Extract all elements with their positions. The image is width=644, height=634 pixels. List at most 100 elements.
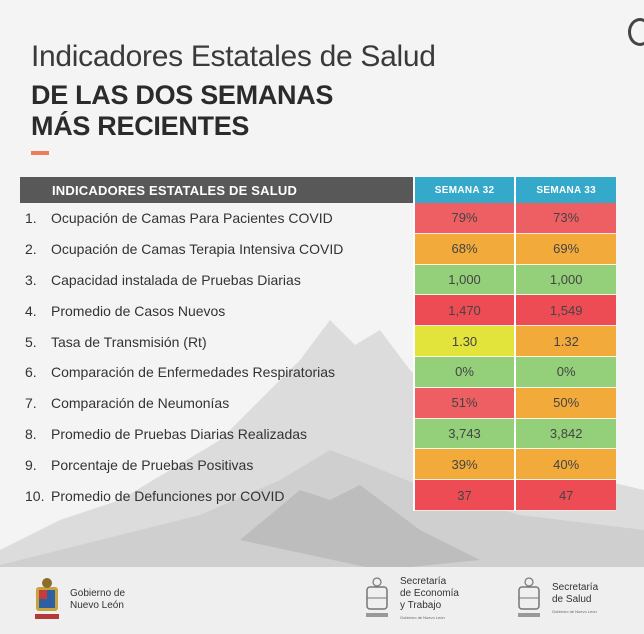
week-32-value: 37: [414, 480, 515, 511]
coat-of-arms-icon: [35, 578, 59, 619]
row-gap: [514, 203, 517, 234]
week-33-value: 50%: [516, 387, 617, 419]
row-gap: [514, 356, 517, 388]
week-32-value: 51%: [414, 387, 515, 419]
week-32-value: 79%: [414, 203, 515, 234]
table-row: 7. Comparación de Neumonías 51% 50%: [20, 387, 617, 419]
seal-icon: [518, 577, 540, 617]
logo2-small: Gobierno de Nuevo León: [400, 615, 445, 620]
row-gap: [412, 264, 415, 296]
row-number: 1.: [25, 210, 37, 227]
indicator-label: 6. Comparación de Enfermedades Respirator…: [20, 357, 413, 388]
week-33-value: 0%: [516, 356, 617, 388]
row-gap: [514, 449, 517, 481]
title-line-1: Indicadores Estatales de Salud: [31, 40, 436, 73]
row-number: 3.: [25, 271, 37, 288]
row-gap: [412, 480, 415, 511]
logo2-line2: de Economía: [400, 588, 459, 599]
logo3-small: Gobierno de Nuevo León: [552, 609, 597, 614]
week-33-value: 73%: [516, 203, 617, 234]
table-row: 6. Comparación de Enfermedades Respirator…: [20, 356, 617, 388]
row-number: 9.: [25, 456, 37, 473]
week-33-header: SEMANA 33: [516, 177, 616, 203]
week-32-value: 39%: [414, 449, 515, 481]
row-number: 4.: [25, 302, 37, 319]
logo2-line1: Secretaría: [400, 576, 447, 587]
row-gap: [514, 326, 517, 357]
logo3-line2: de Salud: [552, 594, 592, 605]
row-text: Promedio de Casos Nuevos: [51, 302, 226, 319]
table-row: 9. Porcentaje de Pruebas Positivas 39% 40%: [20, 449, 617, 481]
title-line-2-3: DE LAS DOS SEMANAS MÁS RECIENTES: [31, 80, 333, 142]
row-gap: [514, 418, 517, 450]
indicator-label: 8. Promedio de Pruebas Diarias Realizadas: [20, 419, 413, 450]
mountain-background: [0, 320, 644, 580]
row-gap: [412, 387, 415, 419]
row-gap: [412, 449, 415, 481]
week-32-value: 0%: [414, 356, 515, 388]
row-gap: [412, 326, 415, 357]
row-gap: [514, 295, 517, 327]
logo2-line3: y Trabajo: [400, 600, 442, 611]
seal-icon: [366, 577, 388, 617]
logo-economia: Secretaría de Economía y Trabajo Gobiern…: [362, 575, 459, 625]
week-33-value: 40%: [516, 449, 617, 481]
week-33-value: 1,549: [516, 295, 617, 327]
accent-bar: [31, 151, 49, 155]
title-line-3: MÁS RECIENTES: [31, 111, 250, 141]
row-gap: [412, 233, 415, 265]
row-text: Comparación de Neumonías: [51, 395, 230, 412]
indicator-label: 7. Comparación de Neumonías: [20, 388, 413, 419]
row-gap: [514, 233, 517, 265]
week-32-value: 1,000: [414, 264, 515, 296]
header-gap: [514, 177, 517, 203]
table-header: INDICADORES ESTATALES DE SALUD SEMANA 32…: [20, 177, 616, 203]
row-text: Capacidad instalada de Pruebas Diarias: [51, 271, 301, 288]
row-gap: [412, 418, 415, 450]
row-gap: [514, 387, 517, 419]
week-33-value: 1.32: [516, 326, 617, 357]
table-row: 3. Capacidad instalada de Pruebas Diarias…: [20, 264, 617, 296]
week-32-value: 68%: [414, 233, 515, 265]
table-row: 8. Promedio de Pruebas Diarias Realizadas…: [20, 418, 617, 450]
row-text: Ocupación de Camas Terapia Intensiva COV…: [51, 241, 344, 258]
row-gap: [412, 356, 415, 388]
row-gap: [514, 264, 517, 296]
row-number: 6.: [25, 364, 37, 381]
row-gap: [514, 480, 517, 511]
row-text: Porcentaje de Pruebas Positivas: [51, 456, 254, 473]
row-text: Comparación de Enfermedades Respiratoria…: [51, 364, 336, 381]
logo1-line2: Nuevo León: [70, 600, 124, 611]
logo-gobierno-nl: Gobierno de Nuevo León: [32, 577, 125, 623]
week-32-value: 3,743: [414, 418, 515, 450]
table-body: 1. Ocupación de Camas Para Pacientes COVI…: [20, 203, 617, 511]
header-gap: [412, 177, 415, 203]
week-33-value: 1,000: [516, 264, 617, 296]
indicator-label: 3. Capacidad instalada de Pruebas Diarias: [20, 265, 413, 296]
row-number: 2.: [25, 241, 37, 258]
week-33-value: 3,842: [516, 418, 617, 450]
title-line-2: DE LAS DOS SEMANAS: [31, 80, 334, 110]
indicator-label: 9. Porcentaje de Pruebas Positivas: [20, 449, 413, 480]
corner-decoration: [628, 18, 644, 46]
row-text: Promedio de Pruebas Diarias Realizadas: [51, 425, 308, 442]
table-row: 10. Promedio de Defunciones por COVID 37 47: [20, 480, 617, 511]
week-33-value: 47: [516, 480, 617, 511]
indicator-label: 2. Ocupación de Camas Terapia Intensiva C…: [20, 234, 413, 265]
table-row: 2. Ocupación de Camas Terapia Intensiva C…: [20, 233, 617, 265]
logo3-line1: Secretaría: [552, 582, 599, 593]
logo-salud: Secretaría de Salud Gobierno de Nuevo Le…: [514, 575, 598, 625]
row-number: 8.: [25, 425, 37, 442]
table-row: 4. Promedio de Casos Nuevos 1,470 1,549: [20, 295, 617, 327]
week-32-header: SEMANA 32: [414, 177, 515, 203]
week-33-value: 69%: [516, 233, 617, 265]
indicator-label: 5. Tasa de Transmisión (Rt): [20, 326, 413, 357]
table-row: 1. Ocupación de Camas Para Pacientes COVI…: [20, 203, 617, 234]
footer: Gobierno de Nuevo León Secretaría de Eco…: [0, 567, 644, 634]
indicators-table: INDICADORES ESTATALES DE SALUD SEMANA 32…: [20, 177, 617, 511]
indicator-label: 10. Promedio de Defunciones por COVID: [20, 480, 413, 511]
row-text: Tasa de Transmisión (Rt): [51, 333, 207, 350]
logo1-line1: Gobierno de: [70, 588, 126, 599]
row-gap: [412, 203, 415, 234]
table-row: 5. Tasa de Transmisión (Rt) 1.30 1.32: [20, 326, 617, 357]
